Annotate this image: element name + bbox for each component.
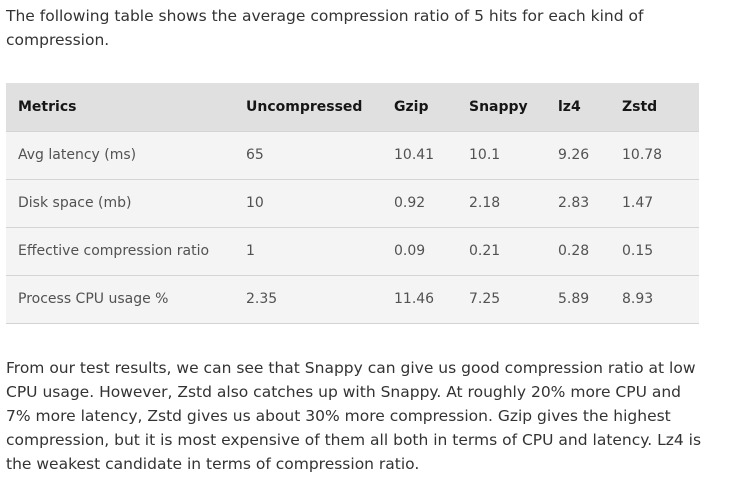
cell-zstd: 8.93	[622, 291, 654, 307]
header-gzip: Gzip	[394, 98, 429, 115]
row-metric-label: Process CPU usage %	[18, 291, 169, 307]
cell-zstd: 0.15	[622, 243, 654, 259]
cell-uncompressed: 1	[246, 243, 255, 259]
cell-gzip: 0.92	[394, 195, 426, 211]
row-metric-label: Effective compression ratio	[18, 243, 210, 259]
cell-lz4: 0.28	[558, 243, 590, 259]
compression-table: Metrics Uncompressed Gzip Snappy lz4 Zst…	[6, 83, 699, 324]
cell-snappy: 2.18	[469, 195, 501, 211]
table-row: Disk space (mb) 10 0.92 2.18 2.83 1.47	[6, 179, 699, 227]
cell-zstd: 10.78	[622, 147, 663, 163]
cell-snappy: 10.1	[469, 147, 501, 163]
cell-gzip: 0.09	[394, 243, 426, 259]
table-row: Effective compression ratio 1 0.09 0.21 …	[6, 227, 699, 275]
cell-uncompressed: 65	[246, 147, 264, 163]
table-row: Avg latency (ms) 65 10.41 10.1 9.26 10.7…	[6, 131, 699, 179]
header-uncompressed: Uncompressed	[246, 98, 363, 115]
cell-uncompressed: 2.35	[246, 291, 278, 307]
cell-gzip: 10.41	[394, 147, 435, 163]
header-snappy: Snappy	[469, 98, 528, 115]
cell-snappy: 7.25	[469, 291, 501, 307]
table-header-row: Metrics Uncompressed Gzip Snappy lz4 Zst…	[6, 83, 699, 131]
cell-snappy: 0.21	[469, 243, 501, 259]
compression-table-container: Metrics Uncompressed Gzip Snappy lz4 Zst…	[6, 83, 699, 324]
cell-zstd: 1.47	[622, 195, 654, 211]
cell-lz4: 2.83	[558, 195, 590, 211]
table-row: Process CPU usage % 2.35 11.46 7.25 5.89…	[6, 275, 699, 323]
row-metric-label: Avg latency (ms)	[18, 147, 137, 163]
row-metric-label: Disk space (mb)	[18, 195, 132, 211]
cell-lz4: 9.26	[558, 147, 590, 163]
header-lz4: lz4	[558, 98, 581, 115]
header-zstd: Zstd	[622, 98, 658, 115]
cell-lz4: 5.89	[558, 291, 590, 307]
cell-gzip: 11.46	[394, 291, 435, 307]
conclusion-paragraph: From our test results, we can see that S…	[6, 359, 702, 473]
intro-paragraph: The following table shows the average co…	[6, 7, 644, 49]
header-metrics: Metrics	[18, 98, 77, 115]
cell-uncompressed: 10	[246, 195, 264, 211]
